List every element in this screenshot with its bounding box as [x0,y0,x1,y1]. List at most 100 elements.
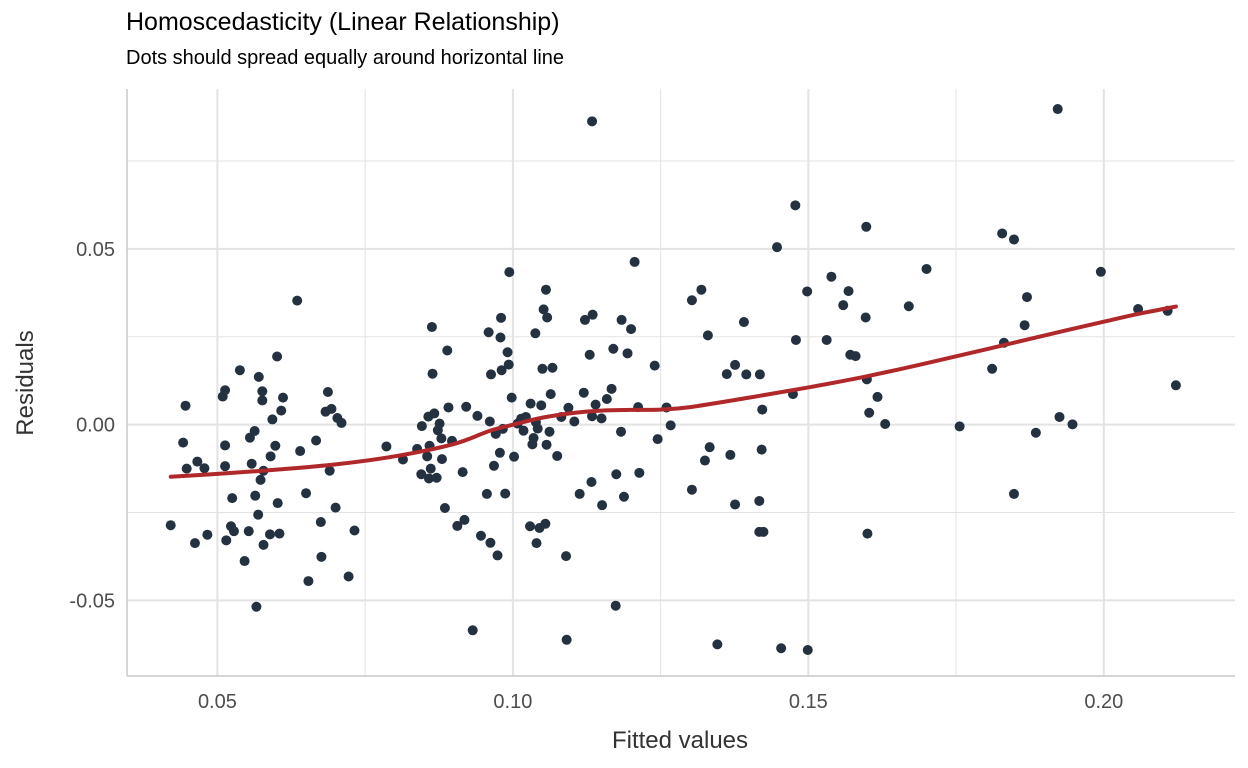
data-point [485,537,496,548]
data-point [754,369,765,380]
data-point [220,440,231,451]
data-point [165,520,176,531]
data-point [253,509,264,520]
data-point [439,502,450,513]
data-point [563,402,574,413]
data-point [611,469,622,480]
y-axis-label: Residuals [12,330,39,435]
data-point [652,434,663,445]
data-point [381,441,392,452]
data-point [540,518,551,529]
data-point [536,400,547,411]
data-point [569,416,580,427]
data-point [547,362,558,373]
data-point [202,529,213,540]
data-point [484,416,495,427]
data-point [189,538,200,549]
data-point [324,465,335,476]
data-point [629,256,640,267]
data-point [349,525,360,536]
data-point [272,498,283,509]
data-point [311,435,322,446]
data-point [649,360,660,371]
data-point [712,639,723,650]
data-point [686,484,697,495]
x-tick-label: 0.10 [493,691,532,713]
data-point [416,421,427,432]
data-point [987,363,998,374]
data-point [502,347,513,358]
data-point [738,317,749,328]
data-point [525,521,536,532]
data-point [561,634,572,645]
data-point [802,286,813,297]
data-point [776,643,787,654]
data-point [494,447,505,458]
data-point [220,461,231,472]
data-point [481,488,492,499]
data-point [316,551,327,562]
data-point [601,394,612,405]
data-point [618,491,629,502]
data-point [587,116,598,127]
data-point [436,454,447,465]
chart-subtitle: Dots should spread equally around horizo… [126,47,565,69]
y-tick-label: -0.05 [69,590,115,612]
data-point [542,312,553,323]
data-point [492,550,503,561]
data-point [725,449,736,460]
data-point [821,334,832,345]
data-point [634,467,645,478]
data-point [616,426,627,437]
data-point [429,408,440,419]
data-point [903,301,914,312]
data-point [1170,380,1181,391]
data-point [496,365,507,376]
data-point [467,625,478,636]
data-point [239,556,250,567]
data-point [590,399,601,410]
data-point [249,426,260,437]
data-point [255,474,266,485]
data-point [597,500,608,511]
data-point [258,539,269,550]
data-point [330,502,341,513]
data-point [872,391,883,402]
data-point [243,526,254,537]
data-point [538,304,549,315]
data-point [475,530,486,541]
data-point [1054,411,1065,422]
data-point [503,359,514,370]
data-point [838,300,849,311]
data-point [343,571,354,582]
data-point [586,476,597,487]
data-point [431,472,442,483]
data-point [251,601,262,612]
data-point [1008,488,1019,499]
data-point [423,473,434,484]
data-point [483,327,494,338]
data-point [486,369,497,380]
loess-smooth-line [168,304,1178,479]
data-point [864,407,875,418]
data-point [616,314,627,325]
data-point [295,446,306,457]
data-point [578,387,589,398]
data-point [265,529,276,540]
axes [126,89,1235,677]
data-point [826,271,837,282]
data-point [622,348,633,359]
data-point [192,456,203,467]
data-point [488,460,499,471]
data-point [436,433,447,444]
data-point [584,349,595,360]
data-point [303,576,314,587]
data-point [686,295,697,306]
data-point [665,420,676,431]
data-point [422,451,433,462]
data-point [504,267,515,278]
data-point [741,369,752,380]
data-point [506,392,517,403]
data-point [272,351,283,362]
data-point [730,499,741,510]
